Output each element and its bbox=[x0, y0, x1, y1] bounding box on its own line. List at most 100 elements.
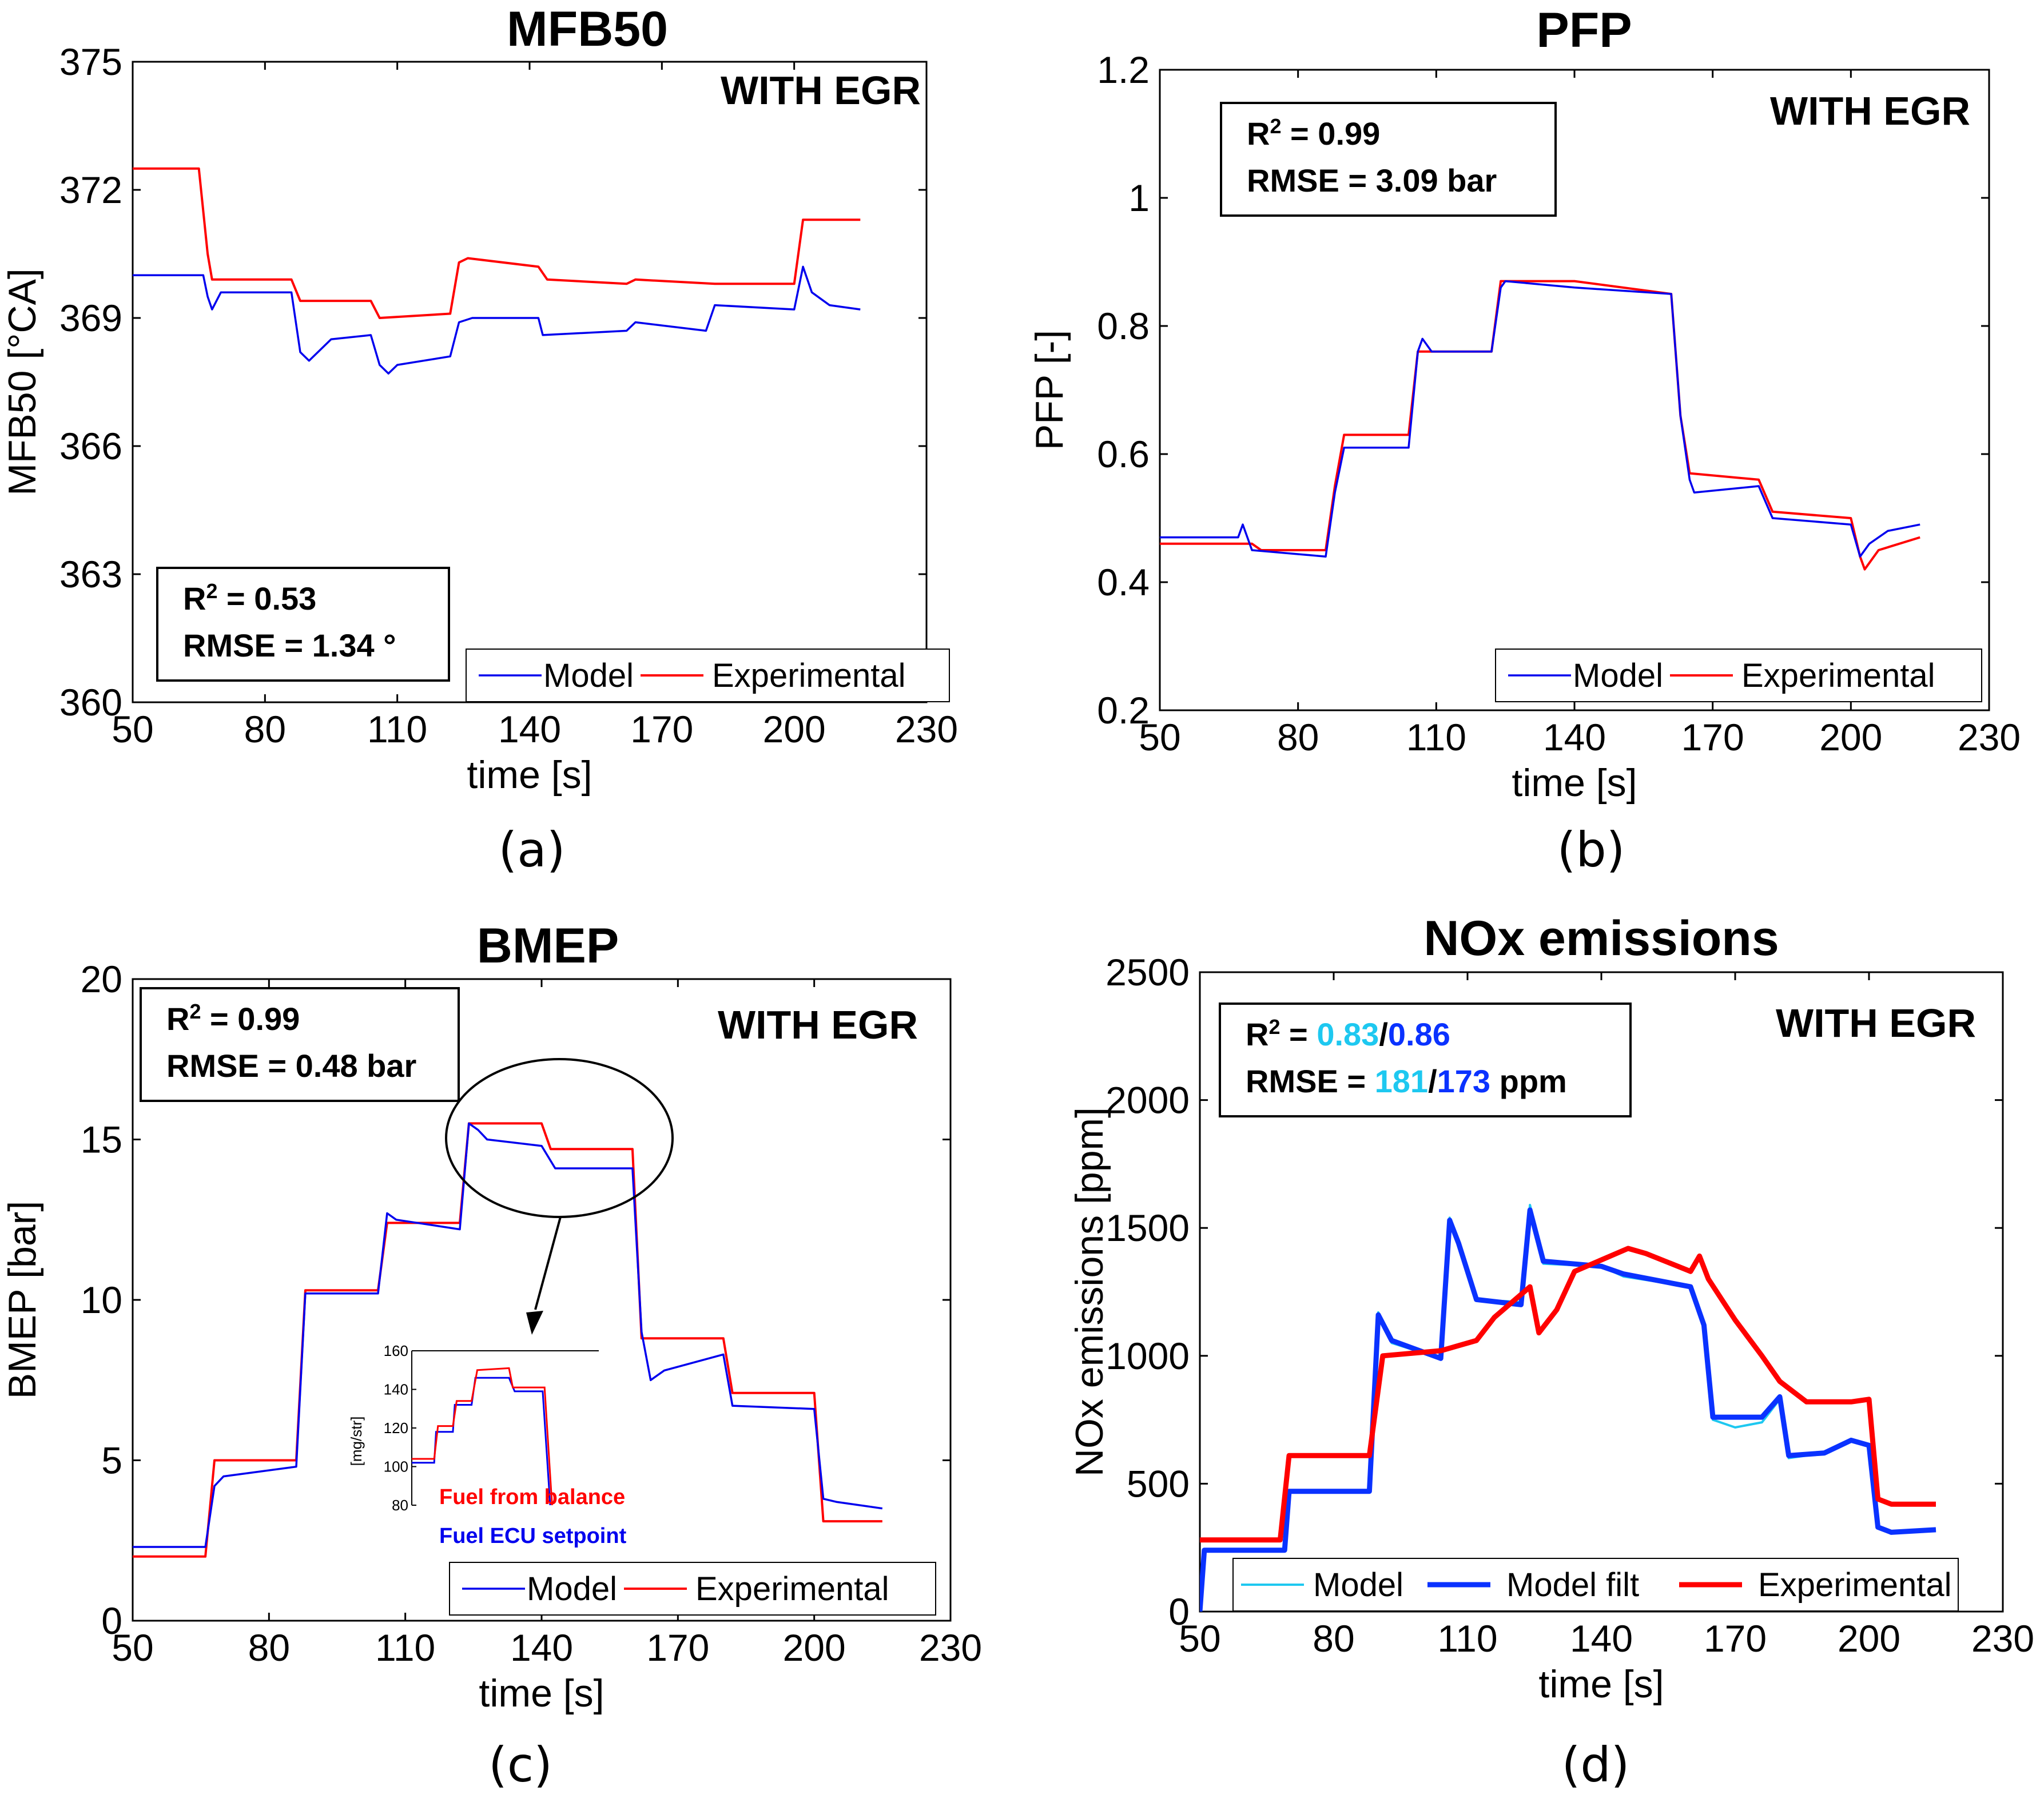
x-tick-label: 200 bbox=[783, 1626, 846, 1669]
y-axis-label: MFB50 [°CA] bbox=[1, 268, 44, 496]
y-tick-label: 1500 bbox=[1105, 1207, 1190, 1249]
legend-frame bbox=[1495, 649, 1982, 702]
r2-line: R2 = 0.53 bbox=[183, 579, 316, 617]
x-tick-label: 50 bbox=[112, 1626, 153, 1669]
y-tick-label: 372 bbox=[59, 169, 122, 211]
legend-label: Experimental bbox=[1741, 657, 1935, 694]
with-egr-badge: WITH EGR bbox=[718, 1003, 918, 1047]
legend-label: Model bbox=[1313, 1566, 1403, 1604]
x-tick-label: 140 bbox=[510, 1626, 573, 1669]
y-tick-label: 0.8 bbox=[1097, 305, 1150, 347]
x-axis-label: time [s] bbox=[1538, 1662, 1664, 1706]
x-tick-label: 140 bbox=[498, 708, 561, 750]
with-egr-badge: WITH EGR bbox=[721, 68, 921, 113]
y-tick-label: 15 bbox=[81, 1119, 122, 1161]
y-tick-label: 360 bbox=[59, 681, 122, 723]
inset-y-tick-label: 80 bbox=[392, 1497, 408, 1514]
y-tick-label: 20 bbox=[81, 958, 122, 1000]
inset-series-line bbox=[412, 1367, 553, 1505]
y-tick-label: 369 bbox=[59, 297, 122, 339]
stats-box: R2 = 0.53 RMSE = 1.34 ° bbox=[156, 567, 450, 682]
r2-label: R bbox=[1246, 1016, 1268, 1052]
y-tick-label: 0.6 bbox=[1097, 433, 1150, 475]
inset-chart: 80 100 120 140 160 [mg/str] Fuel from balance F… bbox=[348, 1058, 674, 1548]
x-tick-label: 140 bbox=[1543, 716, 1606, 758]
x-tick-label: 170 bbox=[1681, 716, 1744, 758]
with-egr-badge: WITH EGR bbox=[1770, 89, 1970, 133]
legend-label: Experimental bbox=[695, 1570, 889, 1608]
rmse-sep: / bbox=[1428, 1063, 1437, 1099]
x-tick-label: 80 bbox=[1313, 1617, 1354, 1660]
y-tick-label: 0.4 bbox=[1097, 561, 1150, 603]
stats-box: R2 = 0.99 RMSE = 0.48 bar bbox=[140, 987, 460, 1102]
y-tick-label: 366 bbox=[59, 425, 122, 467]
with-egr-badge: WITH EGR bbox=[1776, 1001, 1976, 1045]
x-tick-label: 170 bbox=[1704, 1617, 1767, 1660]
x-tick-label: 140 bbox=[1570, 1617, 1633, 1660]
stats-box-frame bbox=[1220, 102, 1557, 217]
x-tick-label: 80 bbox=[1277, 716, 1319, 758]
x-axis-label: time [s] bbox=[467, 753, 592, 797]
x-axis-label: time [s] bbox=[1512, 761, 1637, 805]
x-tick-label: 230 bbox=[919, 1626, 982, 1669]
y-axis-label: NOx emissions [ppm] bbox=[1068, 1107, 1111, 1477]
y-tick-label: 1.2 bbox=[1097, 49, 1150, 91]
y-axis-label: BMEP [bar] bbox=[1, 1201, 44, 1399]
legend-label: Experimental bbox=[712, 657, 905, 694]
r2-label: R bbox=[183, 580, 206, 616]
y-tick-label: 375 bbox=[59, 41, 122, 83]
rmse-model-filt: 173 bbox=[1437, 1063, 1490, 1099]
y-axis-label: PFP [-] bbox=[1028, 330, 1071, 450]
y-tick-label: 2000 bbox=[1105, 1079, 1190, 1121]
inset-y-tick-label: 160 bbox=[384, 1342, 408, 1359]
panel-caption: (c) bbox=[488, 1737, 552, 1793]
stats-box-frame bbox=[156, 567, 450, 682]
legend: Model Experimental bbox=[1495, 649, 1982, 702]
y-tick-label: 1000 bbox=[1105, 1335, 1190, 1377]
y-tick-label: 0 bbox=[101, 1600, 122, 1642]
rmse-line: RMSE = 1.34 ° bbox=[183, 627, 396, 663]
legend-label: Model bbox=[1573, 657, 1663, 694]
r2-line: R2 = 0.99 bbox=[1247, 114, 1380, 152]
x-axis-label: time [s] bbox=[479, 1672, 604, 1715]
stats-box: R2 = 0.99 RMSE = 3.09 bar bbox=[1220, 102, 1557, 217]
stats-box-frame bbox=[140, 987, 460, 1102]
legend-label: Model bbox=[543, 657, 634, 694]
r2-superscript: 2 bbox=[1268, 1015, 1280, 1039]
chart-d: NOx emissions 50 80 110 140 170 200 230 0 500 1000… bbox=[1068, 911, 2034, 1793]
r2-line: R2 = 0.83/0.86 bbox=[1246, 1015, 1450, 1053]
rmse-unit: ppm bbox=[1490, 1063, 1567, 1099]
rmse-line: RMSE = 3.09 bar bbox=[1247, 162, 1497, 198]
chart-b: PFP 50 80 110 140 170 200 230 0.2 0.4 0.6 0.8 1 1.2 ti… bbox=[1028, 3, 2021, 878]
x-tick-label: 110 bbox=[1406, 716, 1466, 758]
inset-y-label: [mg/str] bbox=[348, 1417, 365, 1466]
y-tick-label: 0 bbox=[1168, 1590, 1190, 1633]
panel-caption: (d) bbox=[1562, 1737, 1630, 1793]
r2-value: = 0.99 bbox=[1281, 116, 1380, 152]
series-model-line bbox=[1160, 280, 1920, 558]
r2-value: = 0.99 bbox=[201, 1001, 300, 1037]
y-tick-label: 0.2 bbox=[1097, 689, 1150, 731]
y-tick-label: 2500 bbox=[1105, 951, 1190, 993]
chart-a: MFB50 50 80 110 140 170 200 230 360 363 366 369 372 3… bbox=[1, 2, 958, 878]
panel-caption: (a) bbox=[498, 822, 565, 878]
rmse-model: 181 bbox=[1375, 1063, 1428, 1099]
chart-c: BMEP 50 80 110 140 170 200 230 0 5 10 15 20 time [s] B… bbox=[1, 918, 982, 1793]
x-tick-label: 200 bbox=[1838, 1617, 1900, 1660]
legend-label: Model bbox=[527, 1570, 617, 1608]
x-tick-label: 50 bbox=[1179, 1617, 1220, 1660]
inset-legend-fuel-balance: Fuel from balance bbox=[439, 1485, 625, 1509]
series-experimental-line bbox=[133, 1122, 882, 1558]
y-tick-label: 500 bbox=[1127, 1462, 1190, 1505]
panel-caption: (b) bbox=[1557, 822, 1625, 878]
r2-superscript: 2 bbox=[189, 1000, 201, 1023]
x-tick-label: 230 bbox=[1958, 716, 2021, 758]
r2-model-filt: 0.86 bbox=[1388, 1016, 1450, 1052]
legend: Model Experimental bbox=[466, 649, 950, 702]
legend-frame bbox=[449, 1562, 936, 1616]
rmse-line: RMSE = 0.48 bar bbox=[166, 1048, 416, 1084]
chart-title: NOx emissions bbox=[1423, 911, 1779, 966]
x-tick-label: 50 bbox=[112, 708, 153, 750]
zoom-arrow bbox=[534, 1216, 562, 1310]
